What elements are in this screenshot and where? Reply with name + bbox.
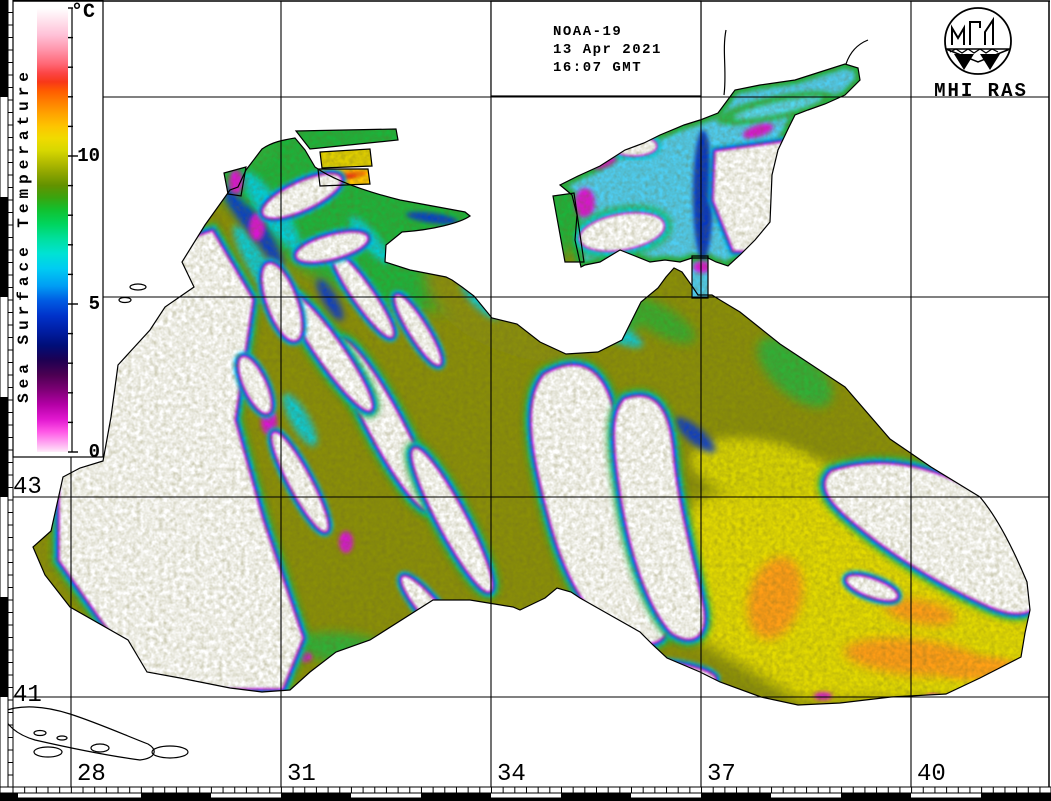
- mhi-ras-logo-icon: [944, 7, 1012, 75]
- longitude-label-28: 28: [77, 761, 106, 788]
- coastlines: [1, 29, 1031, 761]
- lake-outline: [90, 743, 110, 753]
- liman-line: [723, 29, 727, 96]
- colorbar-tick-label-10: 10: [77, 145, 100, 167]
- colorbar-gradient: [37, 8, 68, 452]
- lake-outline: [151, 745, 189, 759]
- river-line: [845, 39, 869, 65]
- longitude-label-40: 40: [917, 761, 946, 788]
- colorbar-ticks: [68, 7, 78, 453]
- header-satellite: NOAA-19: [553, 24, 623, 40]
- sea-of-marmara-coastline: [1, 706, 155, 761]
- colorbar-title: Sea Surface Temperature: [15, 67, 33, 403]
- longitude-label-37: 37: [707, 761, 736, 788]
- logo-label: MHI RAS: [934, 80, 1028, 102]
- colorbar-tick-label-5: 5: [88, 293, 100, 315]
- longitude-label-34: 34: [497, 761, 526, 788]
- latitude-label-43: 43: [13, 474, 42, 501]
- header-info-box: [490, 0, 702, 97]
- latitude-label-41: 41: [13, 682, 42, 709]
- colorbar-unit: °C: [71, 1, 96, 24]
- longitude-label-31: 31: [287, 761, 316, 788]
- lake-outline: [33, 746, 63, 758]
- header-date: 13 Apr 2021: [553, 42, 662, 58]
- colorbar-tick-label-0: 0: [88, 441, 100, 463]
- header-time: 16:07 GMT: [553, 60, 643, 76]
- grid-lines: [13, 1, 1049, 787]
